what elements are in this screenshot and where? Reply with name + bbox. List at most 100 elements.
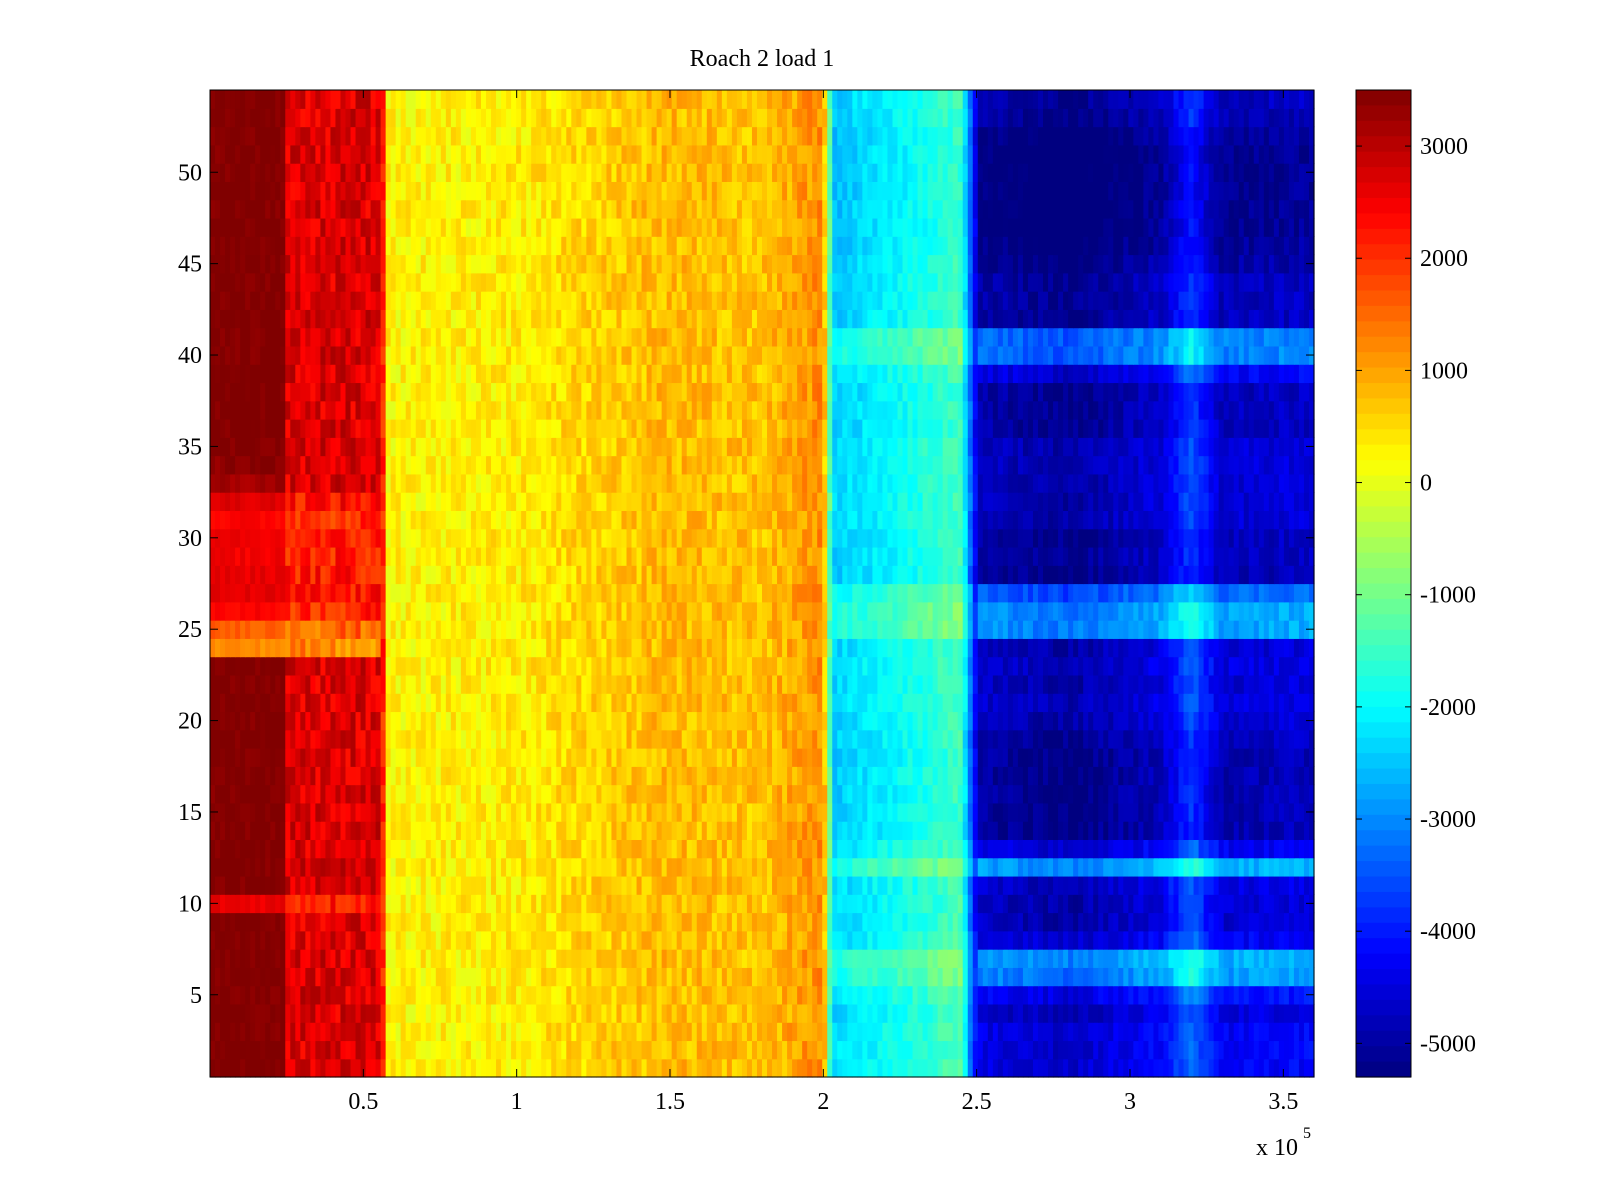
heatmap-cell (1218, 875, 1225, 895)
heatmap-cell (741, 1040, 748, 1060)
heatmap-cell (375, 802, 382, 822)
heatmap-cell (762, 748, 768, 767)
heatmap-cell (832, 857, 838, 877)
heatmap-cell (1308, 967, 1315, 987)
heatmap-cell (696, 930, 703, 950)
heatmap-cell (1148, 766, 1155, 786)
heatmap-cell (802, 802, 808, 822)
heatmap-cell (1073, 894, 1079, 914)
heatmap-cell (290, 1003, 296, 1023)
heatmap-cell (300, 748, 306, 767)
heatmap-cell (1108, 821, 1114, 840)
heatmap-cell (1038, 748, 1044, 767)
heatmap-cell (1027, 967, 1034, 987)
heatmap-cell (681, 1003, 688, 1023)
heatmap-cell (295, 1022, 301, 1042)
heatmap-cell (656, 693, 663, 713)
heatmap-cell (1228, 729, 1235, 749)
heatmap-cell (290, 967, 296, 987)
heatmap-cell (340, 802, 347, 822)
heatmap-cell (952, 930, 959, 950)
heatmap-cell (541, 1003, 547, 1023)
heatmap-cell (1108, 1003, 1114, 1023)
heatmap-cell (957, 857, 964, 877)
heatmap-cell (947, 693, 954, 713)
heatmap-cell (1068, 766, 1074, 786)
heatmap-cell (787, 784, 793, 804)
heatmap-cell (511, 930, 517, 950)
heatmap-cell (375, 1040, 382, 1060)
heatmap-cell (335, 729, 342, 749)
heatmap-cell (1017, 784, 1024, 804)
heatmap-cell (1113, 875, 1119, 895)
heatmap-cell (767, 656, 773, 676)
heatmap-cell (1268, 875, 1275, 895)
heatmap-cell (320, 912, 327, 932)
heatmap-cell (932, 1003, 939, 1023)
heatmap-cell (586, 784, 592, 804)
heatmap-cell (1143, 674, 1149, 694)
heatmap-cell (460, 656, 467, 676)
heatmap-cell (280, 729, 286, 749)
heatmap-cell (536, 930, 542, 950)
heatmap-cell (686, 1022, 693, 1042)
heatmap-cell (882, 839, 889, 859)
heatmap-cell (872, 674, 879, 694)
heatmap-cell (360, 711, 367, 731)
heatmap-cell (1063, 857, 1069, 877)
heatmap-cell (892, 912, 899, 932)
heatmap-cell (877, 985, 884, 1005)
heatmap-cell (1083, 1003, 1089, 1023)
heatmap-cell (1188, 1040, 1195, 1060)
heatmap-cell (591, 1040, 597, 1060)
heatmap-cell (465, 875, 472, 895)
heatmap-cell (736, 949, 743, 968)
heatmap-cell (531, 711, 537, 731)
heatmap-cell (1002, 839, 1009, 859)
heatmap-cell (380, 1040, 387, 1060)
heatmap-cell (255, 985, 261, 1005)
heatmap-cell (450, 674, 457, 694)
heatmap-cell (1278, 949, 1285, 968)
heatmap-cell (1173, 674, 1180, 694)
heatmap-cell (260, 985, 266, 1005)
heatmap-cell (962, 930, 969, 950)
heatmap-cell (1253, 949, 1260, 968)
heatmap-cell (852, 748, 858, 767)
heatmap-cell (486, 802, 492, 822)
heatmap-cell (586, 656, 592, 676)
heatmap-cell (1228, 857, 1235, 877)
heatmap-cell (1032, 985, 1039, 1005)
heatmap-cell (415, 802, 422, 822)
heatmap-cell (460, 693, 467, 713)
heatmap-cell (1053, 857, 1059, 877)
heatmap-cell (1098, 1003, 1104, 1023)
heatmap-cell (546, 784, 552, 804)
heatmap-cell (486, 912, 492, 932)
heatmap-cell (1038, 949, 1044, 968)
heatmap-cell (992, 693, 999, 713)
heatmap-cell (797, 1058, 803, 1078)
heatmap-cell (470, 1058, 477, 1078)
heatmap-cell (671, 1022, 678, 1042)
chart-title: Roach 2 load 1 (690, 46, 835, 72)
heatmap-cell (375, 857, 382, 877)
heatmap-cell (536, 693, 542, 713)
heatmap-cell (210, 729, 216, 749)
heatmap-cell (385, 766, 392, 786)
heatmap-cell (666, 894, 673, 914)
heatmap-cell (967, 766, 974, 786)
heatmap-cell (375, 784, 382, 804)
heatmap-cell (636, 857, 643, 877)
heatmap-cell (832, 894, 838, 914)
heatmap-cell (1058, 930, 1064, 950)
heatmap-cell (1293, 967, 1300, 987)
heatmap-cell (777, 949, 783, 968)
heatmap-cell (405, 912, 412, 932)
heatmap-cell (1178, 748, 1185, 767)
heatmap-cell (1133, 748, 1139, 767)
heatmap-cell (1108, 711, 1114, 731)
heatmap-cell (581, 748, 587, 767)
heatmap-cell (220, 912, 226, 932)
heatmap-cell (1017, 693, 1024, 713)
